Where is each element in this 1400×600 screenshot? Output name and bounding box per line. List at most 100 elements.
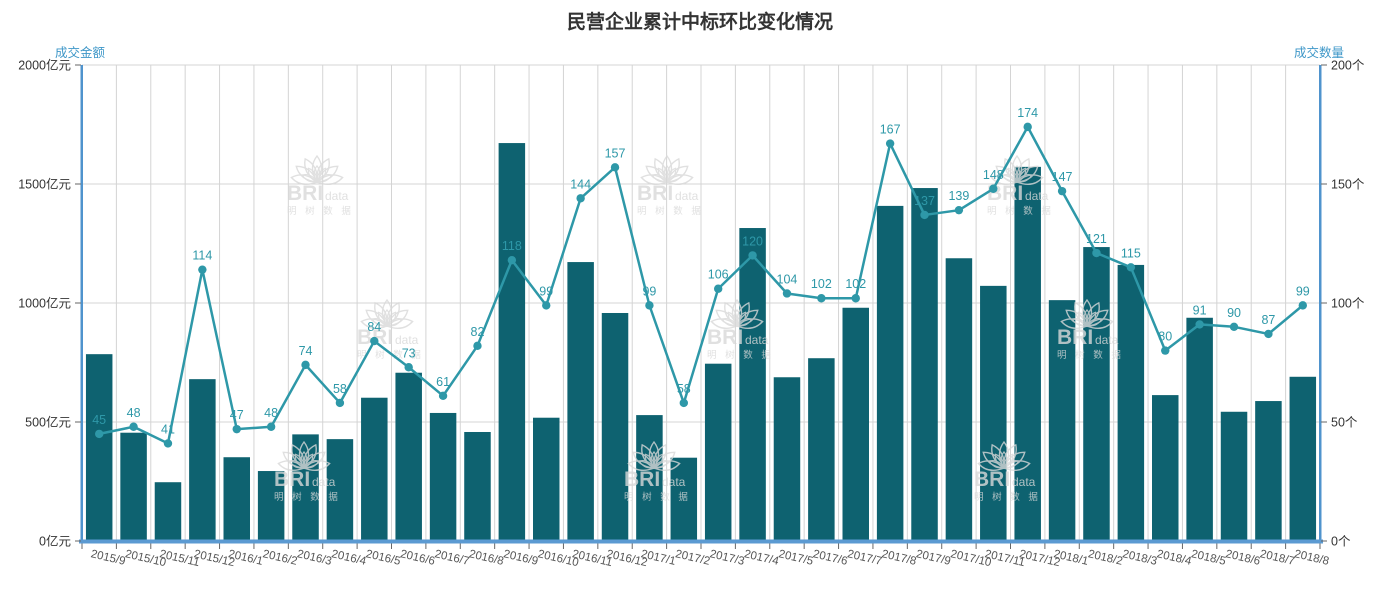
watermark-suffix-text: data (662, 475, 686, 489)
point-2018/7[interactable] (1264, 329, 1273, 339)
x-axis-line (79, 539, 1323, 544)
point-value-label: 90 (1227, 306, 1241, 320)
bar-2017/10[interactable] (945, 258, 973, 541)
point-2017/12[interactable] (1023, 122, 1032, 132)
bar-2016/6[interactable] (395, 372, 422, 541)
watermark-cn-text: 明 树 数 据 (637, 205, 704, 217)
bar-2015/10[interactable] (120, 432, 147, 541)
point-2015/9[interactable] (94, 429, 104, 439)
point-2017/7[interactable] (851, 294, 860, 303)
point-value-label: 58 (677, 382, 691, 396)
point-2016/11[interactable] (576, 194, 585, 203)
bar-2018/1[interactable] (1048, 300, 1076, 541)
point-2015/12[interactable] (198, 265, 207, 274)
bar-2016/2[interactable] (257, 471, 285, 541)
point-2015/10[interactable] (129, 422, 138, 431)
point-2018/3[interactable] (1126, 263, 1136, 272)
point-2017/3[interactable] (713, 284, 723, 293)
point-value-label: 48 (127, 406, 141, 420)
point-value-label: 137 (914, 194, 935, 208)
point-2018/2[interactable] (1092, 248, 1101, 258)
point-2017/4[interactable] (748, 251, 757, 260)
point-2017/1[interactable] (645, 301, 654, 310)
bar-2017/8[interactable] (876, 205, 904, 541)
point-value-label: 102 (811, 277, 832, 291)
x-label-2018/6: 2018/6 (1224, 548, 1261, 568)
bar-2018/6[interactable] (1220, 411, 1248, 541)
bar-2016/5[interactable] (361, 397, 388, 541)
point-value-label: 106 (708, 268, 729, 282)
bar-2017/7[interactable] (842, 307, 870, 541)
bar-2017/1[interactable] (636, 415, 663, 541)
point-2016/5[interactable] (370, 336, 379, 346)
bar-2016/10[interactable] (533, 417, 560, 541)
point-2016/2[interactable] (266, 422, 276, 431)
point-2017/8[interactable] (885, 139, 895, 148)
x-label-2016/7: 2016/7 (433, 548, 470, 568)
point-2017/5[interactable] (782, 289, 792, 298)
point-2016/3[interactable] (301, 360, 310, 370)
point-2015/11[interactable] (163, 439, 173, 448)
point-2016/1[interactable] (232, 424, 241, 434)
bar-2017/5[interactable] (773, 377, 801, 541)
bar-2016/9[interactable] (498, 143, 526, 541)
bar-2018/5[interactable] (1186, 317, 1213, 541)
point-2017/9[interactable] (920, 210, 929, 220)
watermark-cn-text: 明 树 数 据 (357, 349, 424, 361)
point-value-label: 147 (1052, 170, 1073, 184)
point-2017/11[interactable] (989, 184, 998, 193)
point-2016/12[interactable] (610, 163, 620, 172)
point-2018/5[interactable] (1195, 320, 1204, 329)
point-2017/2[interactable] (679, 398, 689, 408)
point-2017/10[interactable] (954, 205, 964, 215)
watermark-brand-text: BRI (1057, 326, 1093, 349)
bar-2018/7[interactable] (1255, 401, 1282, 541)
watermark-cn-text: 明 树 数 据 (974, 491, 1041, 503)
bar-2017/6[interactable] (808, 358, 835, 541)
point-value-label: 99 (642, 284, 656, 298)
point-2016/7[interactable] (438, 391, 448, 401)
bar-2015/12[interactable] (189, 379, 216, 541)
point-2016/9[interactable] (507, 255, 517, 265)
point-value-label: 82 (471, 325, 485, 339)
bar-2017/2[interactable] (670, 457, 698, 541)
point-2018/1[interactable] (1057, 186, 1067, 196)
bar-2018/2[interactable] (1083, 247, 1110, 541)
point-value-label: 157 (605, 146, 626, 160)
watermark-suffix-text: data (395, 333, 419, 347)
point-2018/6[interactable] (1229, 322, 1239, 331)
point-2016/10[interactable] (542, 301, 551, 310)
watermark-cn-text: 明 树 数 据 (1057, 349, 1124, 361)
bar-2017/9[interactable] (911, 188, 938, 541)
point-2016/4[interactable] (335, 398, 345, 408)
right-axis-tick-label: 150个 (1331, 178, 1365, 192)
left-axis-tick-label: 1000亿元 (18, 296, 71, 311)
bar-2017/11[interactable] (980, 285, 1007, 541)
bar-2016/4[interactable] (326, 439, 354, 541)
bar-2018/3[interactable] (1117, 264, 1145, 541)
point-value-label: 114 (192, 249, 212, 263)
point-2018/8[interactable] (1298, 301, 1308, 310)
bar-2018/8[interactable] (1289, 376, 1317, 541)
bar-2016/8[interactable] (464, 431, 491, 541)
bar-2016/7[interactable] (429, 412, 457, 541)
bar-2017/12[interactable] (1014, 166, 1041, 541)
bar-2018/4[interactable] (1152, 395, 1179, 541)
bar-2017/4[interactable] (739, 228, 766, 541)
watermark-brand-text: BRI (707, 326, 743, 349)
point-2016/6[interactable] (404, 363, 413, 372)
point-2018/4[interactable] (1161, 346, 1170, 355)
point-2016/8[interactable] (473, 341, 482, 351)
bar-2017/3[interactable] (704, 363, 732, 541)
bar-2016/3[interactable] (292, 434, 319, 541)
bar-2016/12[interactable] (601, 312, 629, 541)
bar-2015/9[interactable] (85, 354, 113, 541)
point-2017/6[interactable] (817, 294, 826, 303)
watermark-suffix-text: data (745, 333, 769, 347)
bar-2016/1[interactable] (223, 457, 251, 541)
bar-2016/11[interactable] (567, 262, 594, 541)
bar-2015/11[interactable] (154, 482, 182, 541)
left-axis-line (80, 65, 83, 541)
